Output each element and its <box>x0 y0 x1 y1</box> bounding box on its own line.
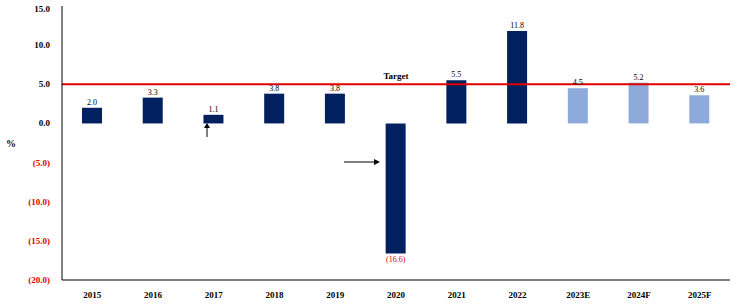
svg-text:4.5: 4.5 <box>573 78 583 87</box>
svg-text:2017: 2017 <box>205 290 224 300</box>
svg-text:%: % <box>8 138 16 149</box>
svg-text:2015: 2015 <box>83 290 102 300</box>
svg-text:10.0: 10.0 <box>34 40 50 50</box>
svg-text:2021: 2021 <box>448 290 467 300</box>
svg-text:(10.0): (10.0) <box>28 197 50 207</box>
svg-text:15.0: 15.0 <box>34 4 50 14</box>
svg-text:(15.0): (15.0) <box>28 236 50 246</box>
svg-text:(5.0): (5.0) <box>33 158 50 168</box>
svg-text:1.1: 1.1 <box>208 105 218 114</box>
svg-text:5.2: 5.2 <box>634 73 644 82</box>
svg-text:2016: 2016 <box>144 290 163 300</box>
svg-text:5.5: 5.5 <box>451 70 461 79</box>
svg-text:3.6: 3.6 <box>694 85 704 94</box>
svg-text:3.8: 3.8 <box>269 84 279 93</box>
svg-text:(16.6): (16.6) <box>386 255 406 264</box>
svg-text:2018: 2018 <box>266 290 285 300</box>
svg-text:2020: 2020 <box>387 290 406 300</box>
svg-text:3.8: 3.8 <box>330 84 340 93</box>
svg-text:2019: 2019 <box>326 290 345 300</box>
svg-text:11.8: 11.8 <box>510 21 524 30</box>
svg-text:2024F: 2024F <box>627 290 651 300</box>
svg-text:2023E: 2023E <box>566 290 590 300</box>
svg-text:2.0: 2.0 <box>87 98 97 107</box>
svg-text:Target: Target <box>383 71 408 81</box>
svg-text:3.3: 3.3 <box>148 88 158 97</box>
svg-text:2022: 2022 <box>508 290 527 300</box>
svg-text:2025F: 2025F <box>688 290 712 300</box>
svg-text:0.0: 0.0 <box>39 118 51 128</box>
svg-text:(20.0): (20.0) <box>28 275 50 285</box>
svg-text:5.0: 5.0 <box>39 79 51 89</box>
